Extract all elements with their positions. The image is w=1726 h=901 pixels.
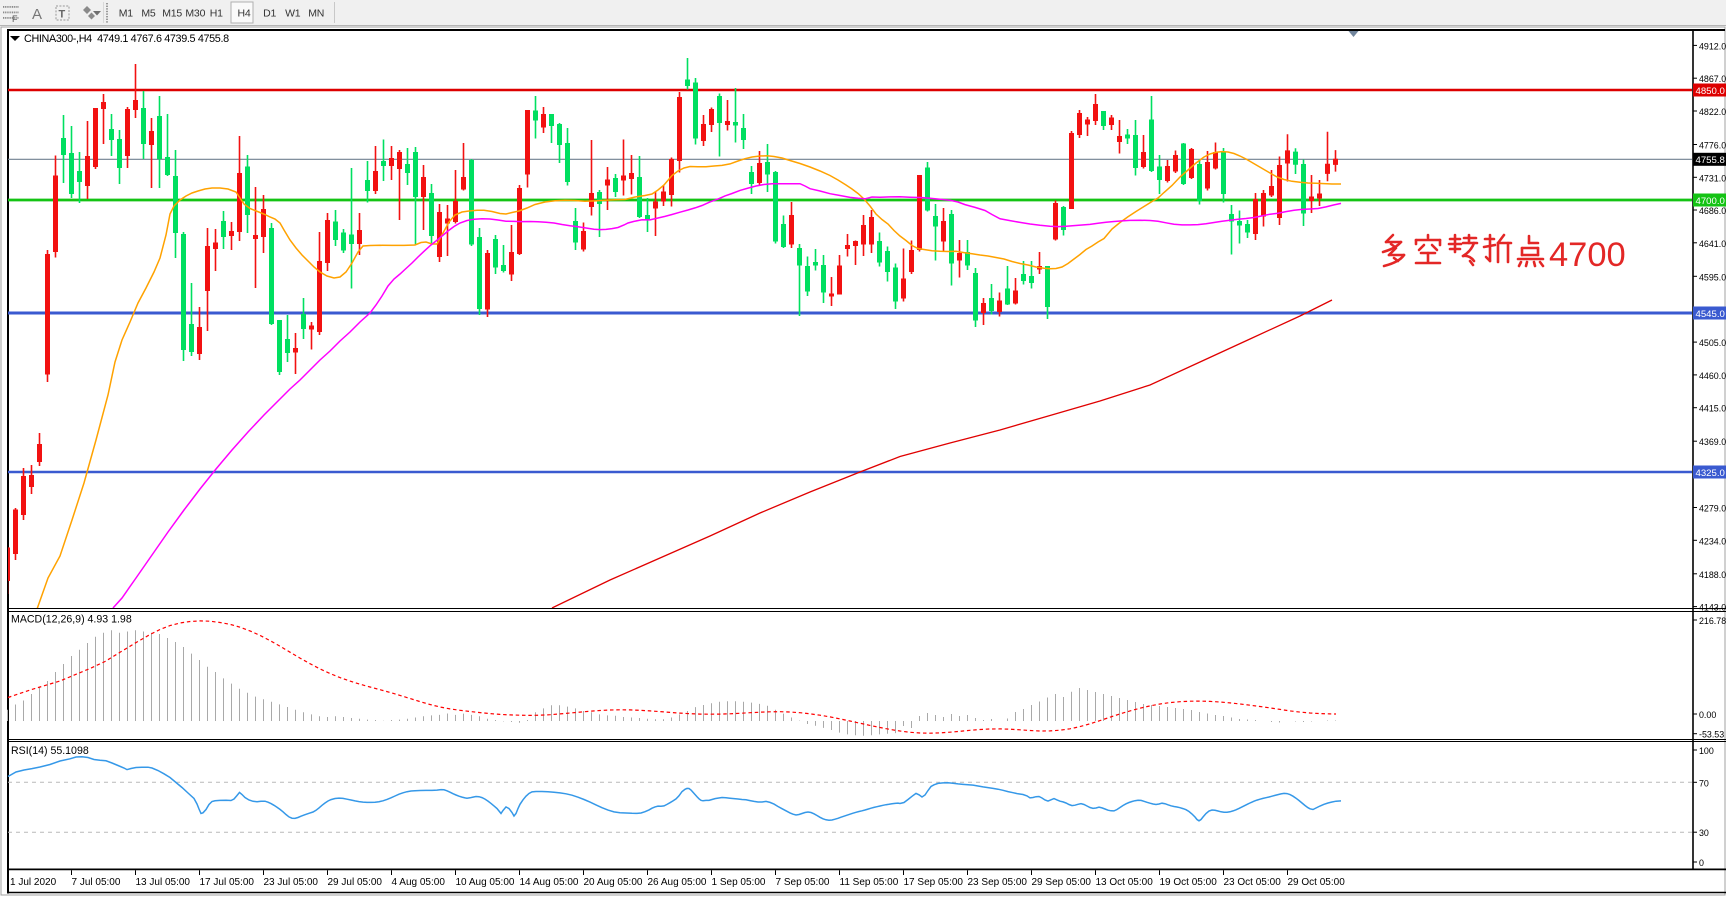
svg-text:100: 100 <box>1699 746 1714 756</box>
svg-text:26 Aug 05:00: 26 Aug 05:00 <box>648 877 707 888</box>
svg-text:A: A <box>32 6 42 23</box>
svg-text:D1: D1 <box>263 8 276 20</box>
svg-text:4143.0: 4143.0 <box>1699 603 1726 613</box>
svg-text:M5: M5 <box>141 8 156 20</box>
svg-text:4850.0: 4850.0 <box>1696 86 1725 97</box>
svg-text:4415.0: 4415.0 <box>1699 404 1726 414</box>
svg-text:10 Aug 05:00: 10 Aug 05:00 <box>456 877 515 888</box>
svg-text:W1: W1 <box>285 8 301 20</box>
svg-text:4700.0: 4700.0 <box>1696 196 1725 207</box>
svg-text:7 Jul 05:00: 7 Jul 05:00 <box>72 877 121 888</box>
svg-text:19 Oct 05:00: 19 Oct 05:00 <box>1160 877 1218 888</box>
svg-text:23 Jul 05:00: 23 Jul 05:00 <box>264 877 319 888</box>
svg-text:4641.0: 4641.0 <box>1699 239 1726 249</box>
svg-text:13 Oct 05:00: 13 Oct 05:00 <box>1096 877 1154 888</box>
svg-text:4755.8: 4755.8 <box>1696 155 1725 166</box>
svg-text:29 Jul 05:00: 29 Jul 05:00 <box>328 877 383 888</box>
svg-text:4700: 4700 <box>1549 236 1626 274</box>
svg-text:CHINA300-,H4 4749.1 4767.6 47: CHINA300-,H4 4749.1 4767.6 4739.5 4755.8 <box>24 33 229 45</box>
svg-text:4867.0: 4867.0 <box>1699 74 1726 84</box>
svg-text:23 Oct 05:00: 23 Oct 05:00 <box>1224 877 1282 888</box>
svg-text:4234.0: 4234.0 <box>1699 536 1726 546</box>
svg-text:4776.0: 4776.0 <box>1699 141 1726 151</box>
svg-text:M30: M30 <box>185 8 205 20</box>
svg-text:20 Aug 05:00: 20 Aug 05:00 <box>584 877 643 888</box>
svg-text:H4: H4 <box>238 8 251 20</box>
svg-text:4505.0: 4505.0 <box>1699 338 1726 348</box>
svg-text:RSI(14) 55.1098: RSI(14) 55.1098 <box>11 745 89 757</box>
svg-text:1 Sep 05:00: 1 Sep 05:00 <box>712 877 766 888</box>
svg-text:17 Sep 05:00: 17 Sep 05:00 <box>904 877 964 888</box>
svg-text:H1: H1 <box>210 8 223 20</box>
svg-text:0: 0 <box>1699 858 1704 868</box>
svg-text:M1: M1 <box>119 8 134 20</box>
svg-text:23 Sep 05:00: 23 Sep 05:00 <box>968 877 1028 888</box>
svg-text:4545.0: 4545.0 <box>1696 309 1725 320</box>
svg-text:30: 30 <box>1699 828 1709 838</box>
svg-text:7 Sep 05:00: 7 Sep 05:00 <box>776 877 830 888</box>
svg-text:4731.0: 4731.0 <box>1699 173 1726 183</box>
svg-text:4 Aug 05:00: 4 Aug 05:00 <box>392 877 446 888</box>
svg-text:MACD(12,26,9) 4.93 1.98: MACD(12,26,9) 4.93 1.98 <box>11 614 132 626</box>
svg-text:M15: M15 <box>162 8 182 20</box>
svg-text:29 Oct 05:00: 29 Oct 05:00 <box>1288 877 1346 888</box>
svg-text:4822.0: 4822.0 <box>1699 107 1726 117</box>
svg-text:4595.0: 4595.0 <box>1699 272 1726 282</box>
svg-text:4369.0: 4369.0 <box>1699 437 1726 447</box>
svg-text:70: 70 <box>1699 778 1709 788</box>
svg-text:1 Jul 2020: 1 Jul 2020 <box>10 877 57 888</box>
svg-text:17 Jul 05:00: 17 Jul 05:00 <box>200 877 255 888</box>
svg-text:14 Aug 05:00: 14 Aug 05:00 <box>520 877 579 888</box>
svg-text:4686.0: 4686.0 <box>1699 206 1726 216</box>
svg-text:MN: MN <box>308 8 324 20</box>
svg-text:T: T <box>59 9 66 21</box>
svg-text:0.00: 0.00 <box>1699 710 1716 720</box>
svg-text:4279.0: 4279.0 <box>1699 504 1726 514</box>
svg-text:4912.0: 4912.0 <box>1699 41 1726 51</box>
svg-text:29 Sep 05:00: 29 Sep 05:00 <box>1032 877 1092 888</box>
svg-text:-53.53: -53.53 <box>1699 730 1724 740</box>
svg-text:4460.0: 4460.0 <box>1699 371 1726 381</box>
svg-text:11 Sep 05:00: 11 Sep 05:00 <box>840 877 899 888</box>
svg-text:216.78: 216.78 <box>1699 616 1726 626</box>
svg-text:13 Jul 05:00: 13 Jul 05:00 <box>136 877 191 888</box>
svg-text:4325.0: 4325.0 <box>1696 468 1725 479</box>
svg-text:F: F <box>12 14 18 24</box>
svg-text:4188.0: 4188.0 <box>1699 570 1726 580</box>
